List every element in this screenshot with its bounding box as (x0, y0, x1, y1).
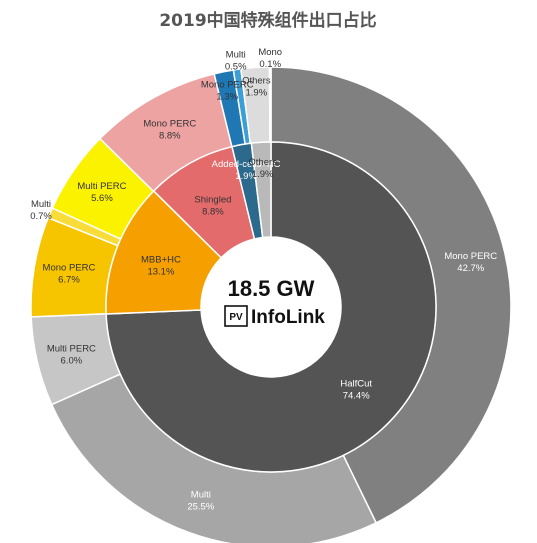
inner-label-halfcut: HalfCut (340, 379, 372, 390)
outer-value-multi: 0.7% (30, 211, 52, 222)
inner-label-added-cells-hc: Added-cells+HC (212, 159, 281, 170)
outer-label-multi-perc: Multi PERC (77, 181, 126, 192)
inner-value-added-cells-hc: 1.9% (235, 171, 257, 182)
outer-value-mono-perc: 6.7% (58, 274, 80, 285)
chart-title: 2019中国特殊组件出口占比 (159, 10, 376, 31)
outer-value-others: 1.9% (246, 87, 268, 98)
pv-badge-frame (224, 305, 248, 327)
outer-label-multi: Multi (226, 50, 246, 61)
inner-label-others: Others (248, 157, 277, 168)
outer-value-mono-perc: 1.3% (216, 91, 238, 102)
outer-value-multi-perc: 5.6% (91, 193, 113, 204)
inner-value-others: 1.9% (252, 169, 274, 180)
center-hole (201, 237, 341, 377)
outer-label-mono-perc: Mono PERC (444, 251, 497, 262)
outer-label-mono-perc: Mono PERC (201, 79, 254, 90)
inner-value-shingled: 8.8% (202, 206, 224, 217)
pv-badge: PV (229, 312, 243, 323)
inner-label-mbb-hc: MBB+HC (141, 254, 181, 265)
outer-value-multi-perc: 6.0% (61, 356, 83, 367)
inner-value-mbb-hc: 13.1% (147, 266, 174, 277)
infolink-logo: PV InfoLink (224, 305, 325, 328)
outer-label-multi: Multi (191, 490, 211, 501)
outer-value-multi: 0.5% (225, 62, 247, 73)
outer-label-multi: Multi (31, 199, 51, 210)
inner-ring (105, 141, 437, 473)
outer-value-mono-perc: 42.7% (457, 263, 484, 274)
outer-label-others: Others (242, 75, 271, 86)
inner-label-shingled: Shingled (194, 194, 231, 205)
outer-label-mono-perc: Mono PERC (43, 262, 96, 273)
center-value: 18.5 GW (228, 276, 315, 301)
outer-value-mono-perc: 8.8% (159, 131, 181, 142)
outer-label-multi-perc: Multi PERC (47, 344, 96, 355)
inner-value-halfcut: 74.4% (343, 391, 370, 402)
outer-value-mono: 0.1% (259, 59, 281, 70)
outer-value-multi: 25.5% (187, 502, 214, 513)
brand-name: InfoLink (251, 307, 325, 328)
outer-label-mono-perc: Mono PERC (143, 119, 196, 130)
outer-label-mono: Mono (258, 47, 282, 58)
